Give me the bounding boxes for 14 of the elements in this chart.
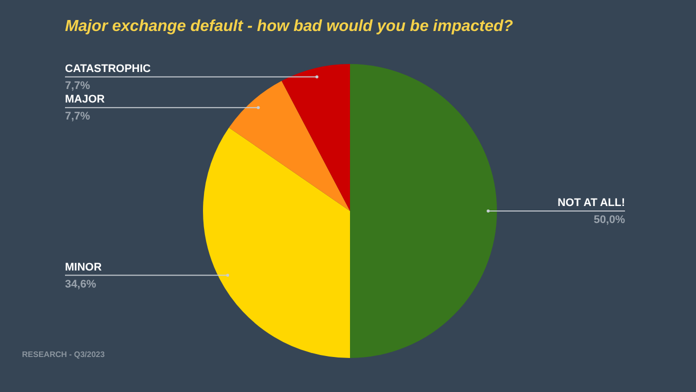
pie-slice	[228, 80, 350, 211]
data-label: 7,7%	[65, 80, 90, 92]
pie-slice	[350, 64, 497, 358]
data-label: 50,0%	[594, 214, 626, 226]
slice-label: MAJOR	[65, 94, 105, 106]
slice-label: CATASTROPHIC	[65, 62, 151, 75]
text: RESEARCH - Q3/2023	[22, 350, 105, 359]
data-label: 7,7%	[65, 110, 90, 123]
slice-label: MINOR	[65, 261, 102, 274]
slice-label: NOT AT ALL!	[558, 197, 625, 209]
chart-title: Major exchange default - how bad would you be impacted?	[65, 18, 514, 36]
pie-slice	[282, 64, 350, 211]
pie-slice	[203, 128, 350, 358]
data-label: 34,6%	[65, 278, 96, 290]
